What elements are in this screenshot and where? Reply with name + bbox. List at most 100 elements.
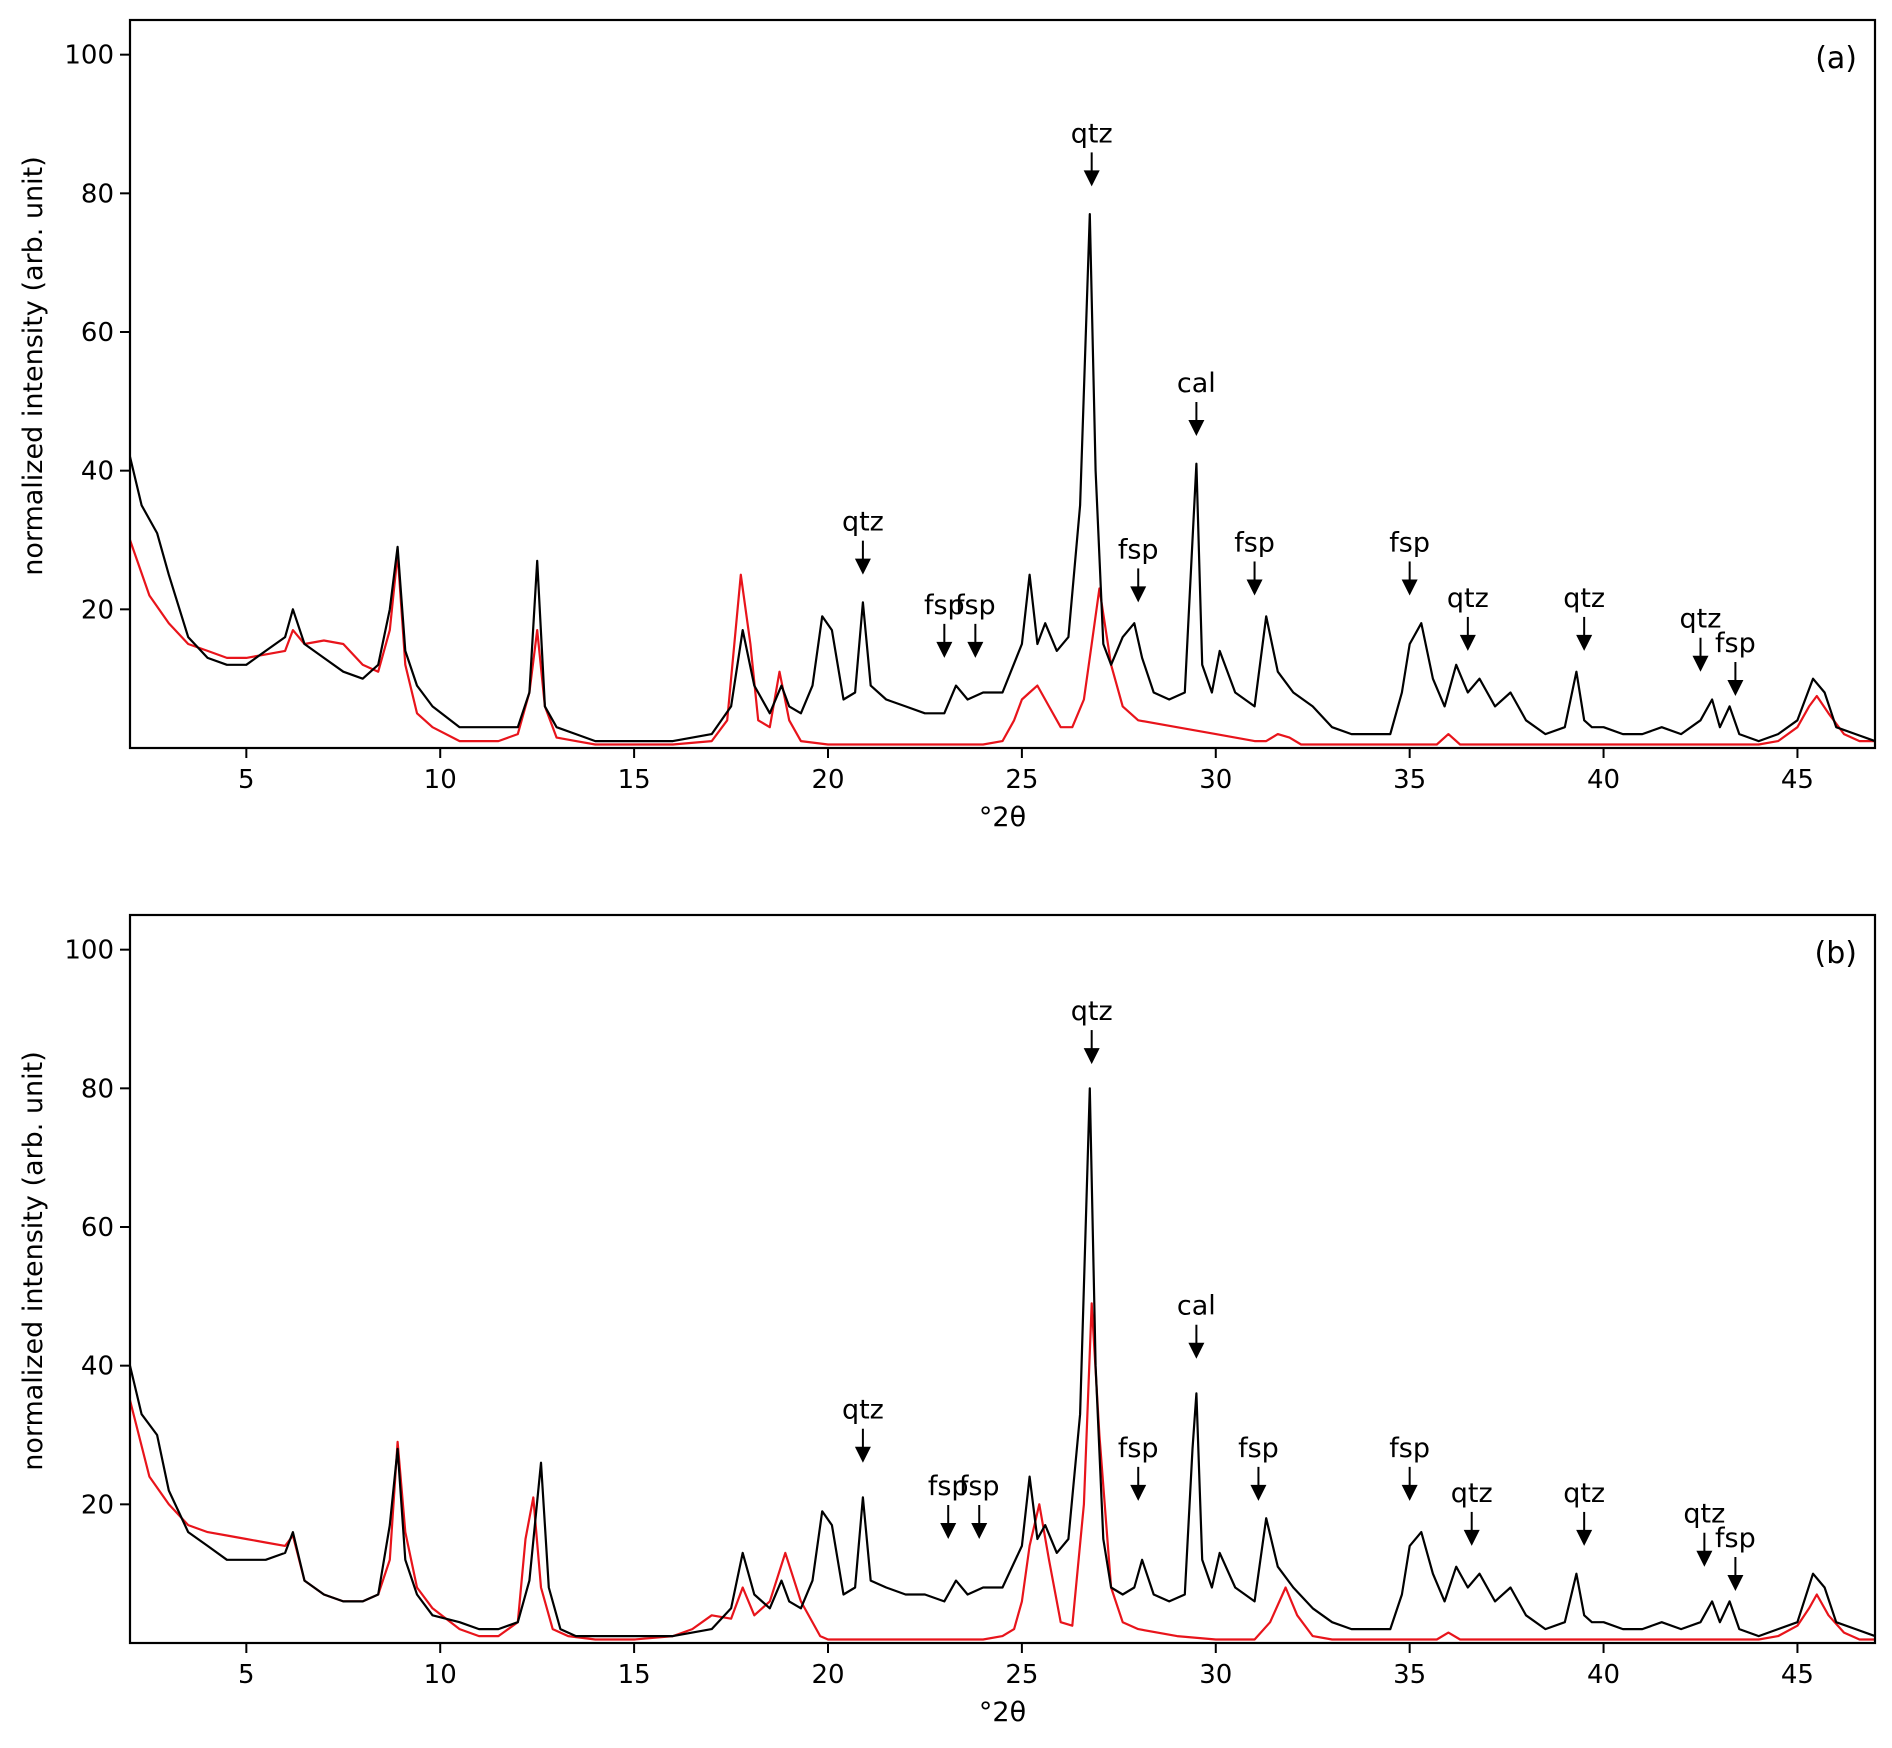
peak-annotation: qtz xyxy=(1071,996,1113,1065)
peak-annotation: qtz xyxy=(842,507,884,575)
plot-frame xyxy=(128,18,1877,750)
y-tick-label: 40 xyxy=(81,1352,114,1382)
annotation-label: qtz xyxy=(1071,996,1113,1027)
annotation-label: cal xyxy=(1177,368,1216,399)
annotation-arrow-head xyxy=(1188,1342,1205,1359)
x-tick-label: 45 xyxy=(1781,765,1814,795)
x-tick-label: 10 xyxy=(424,1660,457,1690)
annotation-arrow-head xyxy=(1727,1575,1744,1591)
annotation-label: cal xyxy=(1177,1291,1216,1322)
peak-annotation: qtz xyxy=(1680,604,1721,672)
annotation-arrow-head xyxy=(940,1523,957,1539)
annotation-label: qtz xyxy=(1563,583,1605,614)
x-tick-label: 25 xyxy=(1005,765,1038,795)
peak-annotation: fsp xyxy=(1234,527,1275,596)
annotation-arrow-head xyxy=(971,1523,988,1539)
peak-annotation: qtz xyxy=(1071,118,1113,187)
peak-annotation: fsp xyxy=(1238,1433,1279,1501)
peak-annotation: fsp xyxy=(1118,534,1159,603)
x-tick-label: 15 xyxy=(618,765,651,795)
annotation-label: fsp xyxy=(1389,527,1430,558)
y-tick-label: 80 xyxy=(81,1074,114,1104)
x-tick-label: 10 xyxy=(424,765,457,795)
annotation-arrow-head xyxy=(1083,1048,1100,1065)
plot-frame xyxy=(128,913,1877,1645)
annotation-arrow-head xyxy=(1250,1484,1267,1501)
annotation-arrow-head xyxy=(1692,655,1709,672)
x-tick-label: 35 xyxy=(1393,1660,1426,1690)
x-tick-label: 40 xyxy=(1587,1660,1620,1690)
annotation-arrow-head xyxy=(936,641,953,658)
annotation-arrow-head xyxy=(1463,1529,1480,1546)
annotation-arrow-head xyxy=(854,1446,871,1463)
annotation-arrow-head xyxy=(1696,1550,1713,1567)
y-axis-title: normalized intensity (arb. unit) xyxy=(18,156,49,576)
annotation-label: qtz xyxy=(842,1395,884,1426)
annotation-arrow-head xyxy=(1576,1529,1593,1546)
annotation-label: fsp xyxy=(1118,1433,1159,1464)
annotation-label: qtz xyxy=(842,507,884,538)
peak-annotation: fsp xyxy=(955,590,996,658)
x-tick-label: 30 xyxy=(1199,765,1232,795)
annotation-label: fsp xyxy=(1715,1523,1756,1554)
panel-b: 5 10 15 20 25 30 35 40 45 20 40 60 80 100 °2θ normalize… xyxy=(18,913,1877,1728)
annotation-arrow-head xyxy=(1401,579,1418,596)
peak-annotation: qtz xyxy=(1563,583,1605,651)
panel-a: 5 10 15 20 25 30 35 40 45 20 40 60 80 100 °2θ normalize… xyxy=(18,18,1877,833)
annotation-label: qtz xyxy=(1683,1499,1725,1530)
annotation-arrow-head xyxy=(1130,1484,1147,1501)
peak-annotation: fsp xyxy=(959,1471,1000,1539)
annotation-label: qtz xyxy=(1451,1478,1493,1509)
peak-annotation: fsp xyxy=(1118,1433,1159,1501)
y-tick-label: 60 xyxy=(81,1213,114,1243)
annotation-arrow-head xyxy=(1246,579,1263,596)
peak-annotation: fsp xyxy=(928,1471,969,1539)
sample-pattern-line xyxy=(130,1087,1875,1638)
panel-label: (b) xyxy=(1815,936,1857,971)
y-tick-label: 100 xyxy=(64,41,114,71)
peak-annotation: cal xyxy=(1177,368,1216,436)
peak-annotation: qtz xyxy=(1683,1499,1725,1567)
annotation-label: qtz xyxy=(1071,118,1113,149)
peak-annotation: fsp xyxy=(1389,527,1430,596)
annotation-arrow-head xyxy=(1576,634,1593,651)
peak-annotation: cal xyxy=(1177,1291,1216,1359)
peak-annotation: qtz xyxy=(1447,583,1489,651)
peak-annotation: fsp xyxy=(1389,1433,1430,1501)
peak-annotation: fsp xyxy=(1715,1523,1756,1591)
annotation-label: fsp xyxy=(959,1471,1000,1502)
annotation-label: fsp xyxy=(1715,628,1756,659)
annotation-arrow-head xyxy=(854,558,871,575)
series-group xyxy=(130,1087,1875,1641)
annotation-label: fsp xyxy=(924,590,965,621)
y-tick-label: 60 xyxy=(81,318,114,348)
annotation-label: fsp xyxy=(1234,527,1275,558)
y-tick-label: 20 xyxy=(81,1490,114,1520)
annotation-arrow-head xyxy=(1727,680,1744,696)
x-tick-label: 45 xyxy=(1781,1660,1814,1690)
modeled-pattern-line xyxy=(130,1302,1875,1641)
x-tick-label: 20 xyxy=(811,765,844,795)
annotation-label: qtz xyxy=(1563,1478,1605,1509)
panel-label: (a) xyxy=(1815,41,1857,76)
x-tick-label: 15 xyxy=(618,1660,651,1690)
annotation-label: fsp xyxy=(955,590,996,621)
x-tick-label: 5 xyxy=(238,1660,255,1690)
annotation-arrow-head xyxy=(1188,420,1205,436)
y-tick-label: 100 xyxy=(64,936,114,966)
y-axis-title: normalized intensity (arb. unit) xyxy=(18,1051,49,1471)
y-tick-label: 80 xyxy=(81,179,114,209)
x-tick-label: 20 xyxy=(811,1660,844,1690)
x-tick-label: 5 xyxy=(238,765,255,795)
sample-pattern-line xyxy=(130,213,1875,743)
x-axis-title: °2θ xyxy=(979,802,1026,833)
x-axis-title: °2θ xyxy=(979,1697,1026,1728)
y-tick-label: 20 xyxy=(81,595,114,625)
peak-annotation: qtz xyxy=(1563,1478,1605,1546)
peak-annotation: qtz xyxy=(842,1395,884,1463)
x-tick-label: 30 xyxy=(1199,1660,1232,1690)
peak-annotation: qtz xyxy=(1451,1478,1493,1546)
annotation-arrow-head xyxy=(1083,170,1100,187)
annotation-label: fsp xyxy=(1389,1433,1430,1464)
